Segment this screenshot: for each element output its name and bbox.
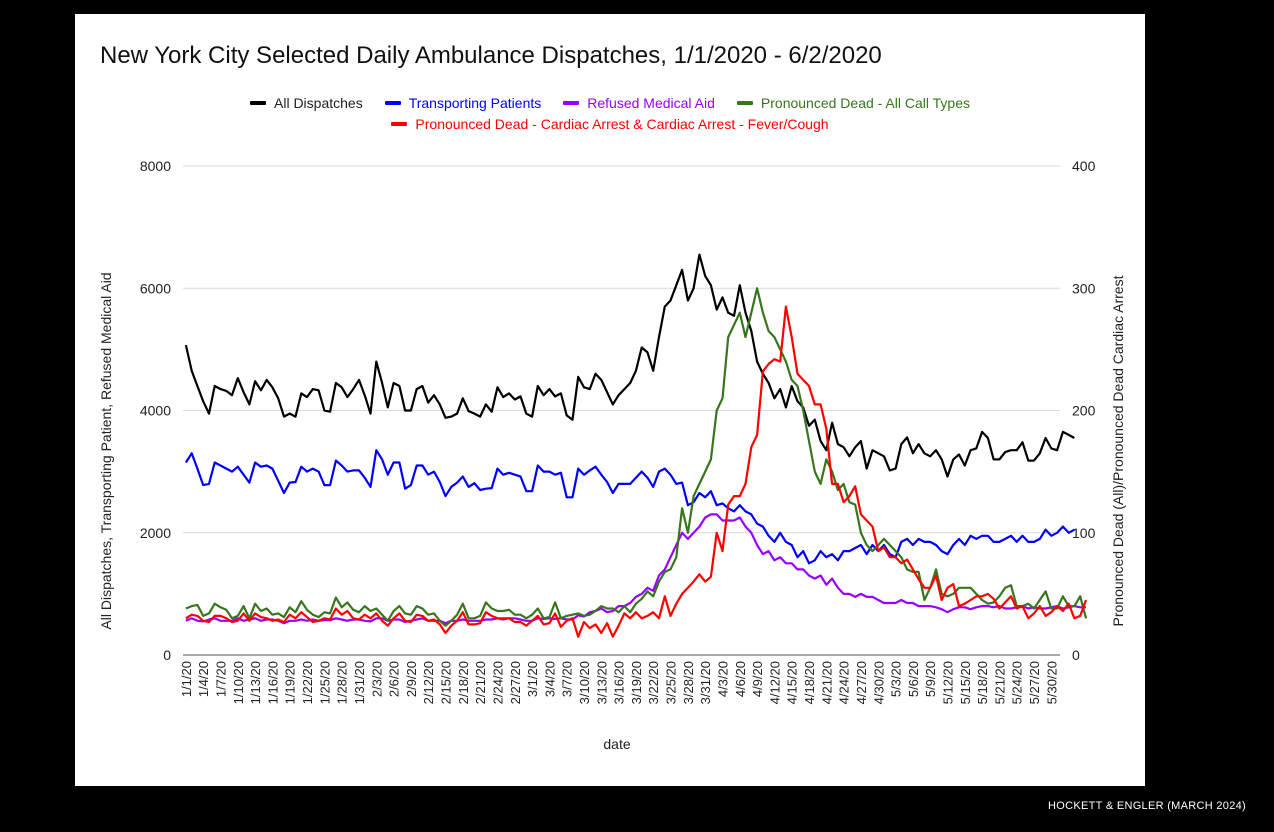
- x-tick-label: 4/12/20: [767, 661, 782, 704]
- legend-swatch: [563, 101, 580, 105]
- legend-item: Pronounced Dead - Cardiac Arrest & Cardi…: [391, 116, 829, 132]
- series-line-0: [184, 253, 1075, 478]
- series-line-2: [185, 513, 1086, 625]
- x-axis-label: date: [603, 736, 630, 752]
- x-tick-label: 3/31/20: [698, 661, 713, 704]
- x-tick-label: 5/27/20: [1027, 661, 1042, 704]
- x-tick-label: 5/6/20: [906, 661, 921, 697]
- x-tick-label: 4/21/20: [819, 661, 834, 704]
- x-tick-label: 2/27/20: [508, 661, 523, 704]
- x-tick-label: 5/30/20: [1044, 661, 1059, 704]
- x-tick-label: 3/19/20: [629, 661, 644, 704]
- x-tick-label: 3/22/20: [646, 661, 661, 704]
- x-tick-label: 1/10/20: [231, 661, 246, 704]
- y-tick-label-right: 100: [1072, 525, 1096, 541]
- x-tick-label: 4/15/20: [785, 661, 800, 704]
- legend-label: Refused Medical Aid: [587, 95, 715, 111]
- x-tick-label: 2/12/20: [421, 661, 436, 704]
- y-tick-label-right: 0: [1072, 647, 1080, 663]
- x-tick-label: 1/22/20: [300, 661, 315, 704]
- series-line-1: [184, 449, 1075, 565]
- x-tick-label: 1/13/20: [248, 661, 263, 704]
- legend-label: Pronounced Dead - All Call Types: [760, 95, 970, 111]
- x-tick-label: 2/24/20: [490, 661, 505, 704]
- x-tick-label: 5/21/20: [992, 661, 1007, 704]
- x-tick-label: 2/15/20: [439, 661, 454, 704]
- x-tick-label: 4/6/20: [733, 661, 748, 697]
- x-tick-label: 2/21/20: [473, 661, 488, 704]
- y-axis-label-right: Pronounced Dead (All)/Pronounced Dead Ca…: [1110, 275, 1126, 626]
- x-tick-label: 5/3/20: [889, 661, 904, 697]
- legend-item: All Dispatches: [250, 95, 363, 111]
- x-tick-label: 1/28/20: [335, 661, 350, 704]
- x-tick-label: 4/27/20: [854, 661, 869, 704]
- y-tick-label-right: 400: [1072, 158, 1096, 174]
- y-tick-label-left: 4000: [140, 403, 171, 419]
- legend-item: Transporting Patients: [384, 95, 542, 111]
- x-tick-label: 2/9/20: [404, 661, 419, 697]
- y-axis-label-left: All Dispatches, Transporting Patient, Re…: [98, 272, 114, 629]
- x-tick-label: 1/1/20: [179, 661, 194, 697]
- x-tick-label: 5/15/20: [958, 661, 973, 704]
- y-tick-label-left: 8000: [140, 158, 171, 174]
- x-tick-label: 5/18/20: [975, 661, 990, 704]
- x-tick-label: 4/24/20: [837, 661, 852, 704]
- x-tick-label: 4/3/20: [715, 661, 730, 697]
- chart-title: New York City Selected Daily Ambulance D…: [100, 42, 882, 69]
- legend: Pronounced Dead - Cardiac Arrest & Cardi…: [75, 116, 1145, 132]
- x-tick-label: 1/19/20: [283, 661, 298, 704]
- legend: All Dispatches Transporting Patients Refus…: [75, 95, 1145, 111]
- x-tick-label: 5/24/20: [1010, 661, 1025, 704]
- x-tick-label: 1/7/20: [214, 661, 229, 697]
- series-line-4: [185, 305, 1088, 638]
- legend-label: All Dispatches: [274, 95, 363, 111]
- x-tick-label: 1/16/20: [265, 661, 280, 704]
- x-tick-label: 5/9/20: [923, 661, 938, 697]
- x-tick-label: 3/25/20: [664, 661, 679, 704]
- x-tick-label: 5/12/20: [940, 661, 955, 704]
- y-tick-label-right: 200: [1072, 403, 1096, 419]
- y-tick-label-left: 6000: [140, 280, 171, 296]
- legend-label: Pronounced Dead - Cardiac Arrest & Cardi…: [415, 116, 829, 132]
- legend-swatch: [250, 101, 266, 105]
- y-tick-label-right: 300: [1072, 280, 1096, 296]
- x-tick-label: 3/1/20: [525, 661, 540, 697]
- x-tick-label: 4/18/20: [802, 661, 817, 704]
- legend-label: Transporting Patients: [408, 95, 542, 111]
- chart-plot: 0 2000 4000 6000 8000 0 100 200 300 400 1/1/20 1/4/…: [98, 158, 1126, 752]
- x-tick-label: 2/3/20: [369, 661, 384, 697]
- x-tick-label: 1/31/20: [352, 661, 367, 704]
- credit-text: HOCKETT & ENGLER (MARCH 2024): [1048, 800, 1246, 812]
- x-tick-label: 2/6/20: [387, 661, 402, 697]
- legend-swatch: [391, 122, 408, 126]
- x-tick-label: 3/13/20: [594, 661, 609, 704]
- x-tick-label: 2/18/20: [456, 661, 471, 704]
- x-tick-label: 1/4/20: [196, 661, 211, 697]
- y-tick-label-left: 2000: [140, 525, 171, 541]
- series-line-3: [185, 287, 1088, 627]
- legend-swatch: [736, 101, 753, 105]
- legend-item: Pronounced Dead - All Call Types: [736, 95, 970, 111]
- x-tick-label: 3/7/20: [560, 661, 575, 697]
- legend-item: Refused Medical Aid: [563, 95, 715, 111]
- x-tick-label: 4/30/20: [871, 661, 886, 704]
- x-tick-label: 3/28/20: [681, 661, 696, 704]
- x-tick-label: 3/10/20: [577, 661, 592, 704]
- y-tick-label-left: 0: [163, 647, 171, 663]
- x-tick-label: 4/9/20: [750, 661, 765, 697]
- x-tick-label: 3/16/20: [612, 661, 627, 704]
- x-tick-label: 3/4/20: [542, 661, 557, 697]
- chart-card: New York City Selected Daily Ambulance D…: [75, 14, 1145, 786]
- legend-swatch: [384, 101, 401, 105]
- x-tick-label: 1/25/20: [317, 661, 332, 704]
